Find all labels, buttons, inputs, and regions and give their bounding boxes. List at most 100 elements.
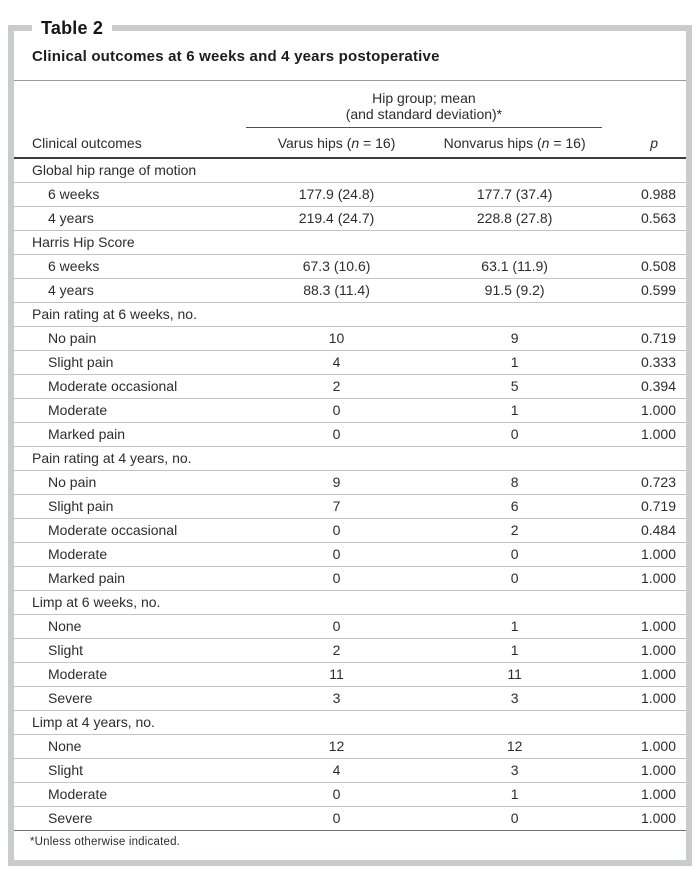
column-header-varus: Varus hips (n = 16) <box>245 127 428 159</box>
nonvarus-value-cell: 2 <box>427 518 602 543</box>
varus-value-cell: 7 <box>245 494 428 519</box>
varus-value-cell: 0 <box>245 806 428 830</box>
table-row: Slight 2 1 1.000 <box>14 638 686 663</box>
varus-value-cell: 2 <box>245 638 428 663</box>
p-value-cell: 1.000 <box>601 398 686 423</box>
table-row: None 0 1 1.000 <box>14 614 686 639</box>
nonvarus-value-cell: 5 <box>427 374 602 399</box>
varus-value-cell: 10 <box>245 326 428 351</box>
nonvarus-value-cell: 1 <box>427 350 602 375</box>
row-label-cell: No pain <box>14 326 246 351</box>
varus-value-cell: 4 <box>245 350 428 375</box>
nonvarus-value-cell: 0 <box>427 422 602 447</box>
clinical-outcomes-table: Hip group; mean (and standard deviation)… <box>14 81 686 830</box>
varus-value-cell: 11 <box>245 662 428 687</box>
table-footnote: *Unless otherwise indicated. <box>14 830 686 854</box>
table-row: Slight pain 4 1 0.333 <box>14 350 686 375</box>
p-value-cell: 1.000 <box>601 686 686 711</box>
row-label-cell: None <box>14 734 246 759</box>
p-value-cell: 1.000 <box>601 638 686 663</box>
section-row: Global hip range of motion <box>14 157 686 183</box>
p-value-cell: 0.563 <box>601 206 686 231</box>
varus-value-cell: 219.4 (24.7) <box>245 206 428 231</box>
section-row: Pain rating at 4 years, no. <box>14 446 686 471</box>
p-value-cell: 0.394 <box>601 374 686 399</box>
section-row: Harris Hip Score <box>14 230 686 255</box>
table-row: Slight 4 3 1.000 <box>14 758 686 783</box>
section-label: Global hip range of motion <box>14 157 686 183</box>
section-label: Harris Hip Score <box>14 230 686 255</box>
varus-value-cell: 0 <box>245 422 428 447</box>
row-label-cell: Moderate <box>14 542 246 567</box>
nonvarus-n-symbol: n <box>541 135 550 151</box>
spanner-spacer-right <box>602 81 686 128</box>
varus-value-cell: 0 <box>245 782 428 807</box>
row-label-cell: Marked pain <box>14 422 246 447</box>
nonvarus-value-cell: 8 <box>427 470 602 495</box>
table-row: Moderate 0 1 1.000 <box>14 398 686 423</box>
row-label-cell: Moderate <box>14 782 246 807</box>
nonvarus-value-cell: 12 <box>427 734 602 759</box>
p-value-cell: 0.508 <box>601 254 686 279</box>
nonvarus-value-cell: 1 <box>427 638 602 663</box>
row-label-cell: Severe <box>14 806 246 830</box>
section-row: Pain rating at 6 weeks, no. <box>14 302 686 327</box>
section-label: Pain rating at 6 weeks, no. <box>14 302 686 327</box>
table-row: 4 years 219.4 (24.7) 228.8 (27.8) 0.563 <box>14 206 686 231</box>
table-row: Moderate occasional 2 5 0.394 <box>14 374 686 399</box>
nonvarus-value-cell: 1 <box>427 782 602 807</box>
nonvarus-value-cell: 63.1 (11.9) <box>427 254 602 279</box>
table-row: Moderate 0 1 1.000 <box>14 782 686 807</box>
p-value-cell: 1.000 <box>601 614 686 639</box>
nonvarus-value-cell: 3 <box>427 758 602 783</box>
row-label-cell: None <box>14 614 246 639</box>
p-value-cell: 1.000 <box>601 758 686 783</box>
section-row: Limp at 4 years, no. <box>14 710 686 735</box>
row-label-cell: Severe <box>14 686 246 711</box>
p-value-cell: 0.723 <box>601 470 686 495</box>
varus-value-cell: 0 <box>245 614 428 639</box>
p-value-cell: 1.000 <box>601 782 686 807</box>
p-value-cell: 1.000 <box>601 662 686 687</box>
varus-value-cell: 177.9 (24.8) <box>245 182 428 207</box>
row-label-cell: Marked pain <box>14 566 246 591</box>
column-header-row: Clinical outcomes Varus hips (n = 16) No… <box>14 127 686 159</box>
section-label: Pain rating at 4 years, no. <box>14 446 686 471</box>
varus-value-cell: 4 <box>245 758 428 783</box>
nonvarus-value-cell: 1 <box>427 614 602 639</box>
table-frame: Table 2 Clinical outcomes at 6 weeks and… <box>8 18 692 866</box>
hip-group-spanner: Hip group; mean (and standard deviation)… <box>245 81 602 128</box>
row-label-cell: Moderate occasional <box>14 374 246 399</box>
row-label-cell: 6 weeks <box>14 182 246 207</box>
table-row: No pain 10 9 0.719 <box>14 326 686 351</box>
table-row: 4 years 88.3 (11.4) 91.5 (9.2) 0.599 <box>14 278 686 303</box>
nonvarus-value-cell: 0 <box>427 566 602 591</box>
row-label-cell: Moderate <box>14 662 246 687</box>
section-label: Limp at 4 years, no. <box>14 710 686 735</box>
nonvarus-value-cell: 0 <box>427 542 602 567</box>
p-value-cell: 0.333 <box>601 350 686 375</box>
table-row: Moderate 0 0 1.000 <box>14 542 686 567</box>
spanner-row: Hip group; mean (and standard deviation)… <box>14 81 686 128</box>
row-label-cell: Slight pain <box>14 494 246 519</box>
row-label-cell: Slight <box>14 758 246 783</box>
varus-value-cell: 0 <box>245 518 428 543</box>
nonvarus-value-cell: 1 <box>427 398 602 423</box>
p-value-cell: 0.719 <box>601 494 686 519</box>
p-value-cell: 1.000 <box>601 422 686 447</box>
table-row: 6 weeks 177.9 (24.8) 177.7 (37.4) 0.988 <box>14 182 686 207</box>
table-row: Severe 0 0 1.000 <box>14 806 686 830</box>
spanner-line1: Hip group; mean <box>372 90 476 106</box>
nonvarus-value-cell: 91.5 (9.2) <box>427 278 602 303</box>
nonvarus-value-cell: 9 <box>427 326 602 351</box>
table-row: Marked pain 0 0 1.000 <box>14 422 686 447</box>
row-label-cell: No pain <box>14 470 246 495</box>
varus-n-symbol: n <box>351 135 360 151</box>
table-number-label: Table 2 <box>32 18 113 39</box>
table-row: Severe 3 3 1.000 <box>14 686 686 711</box>
varus-value-cell: 0 <box>245 566 428 591</box>
column-header-p: p <box>601 127 686 159</box>
section-label: Limp at 6 weeks, no. <box>14 590 686 615</box>
spanner-line2: (and standard deviation)* <box>345 106 503 122</box>
nonvarus-value-cell: 6 <box>427 494 602 519</box>
